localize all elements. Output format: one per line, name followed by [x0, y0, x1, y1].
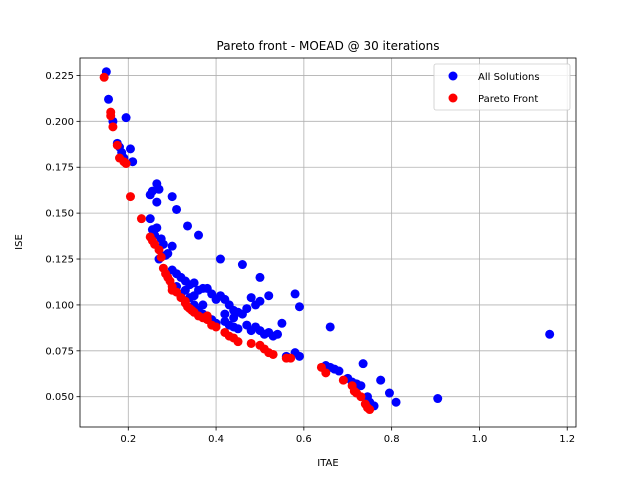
data-point: [255, 296, 265, 306]
y-tick-label: 0.150: [45, 209, 74, 220]
data-point: [106, 111, 116, 121]
data-point: [172, 204, 182, 214]
data-point: [242, 304, 252, 314]
data-point: [338, 375, 348, 385]
data-point: [121, 159, 131, 169]
chart-title: Pareto front - MOEAD @ 30 iterations: [217, 39, 440, 53]
data-point: [268, 349, 278, 359]
data-point: [237, 260, 247, 270]
legend-label-pareto-front: Pareto Front: [478, 94, 538, 105]
data-point: [198, 300, 208, 310]
data-point: [356, 381, 366, 391]
x-tick-label: 0.8: [384, 434, 400, 445]
x-tick-label: 0.2: [120, 434, 136, 445]
data-point: [145, 214, 155, 224]
data-point: [211, 322, 221, 332]
data-point: [152, 197, 162, 207]
x-tick-label: 0.6: [296, 434, 312, 445]
data-point: [233, 337, 243, 347]
data-point: [233, 324, 243, 334]
data-point: [215, 254, 225, 264]
legend-box: [433, 63, 571, 111]
x-axis-label: ITAE: [317, 458, 338, 469]
y-tick-label: 0.175: [45, 163, 74, 174]
data-point: [321, 368, 331, 378]
data-point: [180, 296, 190, 306]
y-tick-label: 0.050: [45, 392, 74, 403]
y-tick-label: 0.125: [45, 255, 74, 266]
data-point: [246, 338, 256, 348]
data-point: [255, 272, 265, 282]
data-points: [99, 67, 555, 415]
data-point: [154, 184, 164, 194]
data-point: [154, 245, 164, 255]
data-point: [273, 329, 283, 339]
data-point: [104, 94, 114, 104]
data-point: [112, 140, 122, 150]
series-pareto-front: [99, 72, 375, 415]
data-point: [264, 291, 274, 301]
data-point: [136, 214, 146, 224]
data-point: [167, 241, 177, 251]
data-point: [125, 144, 135, 154]
axis-ticks: 0.2 0.4 0.6 0.8 1.0 1.2 0.050 0.075 0.100 0.125 0.…: [45, 71, 575, 445]
series-all-solutions: [101, 67, 555, 411]
y-tick-label: 0.225: [45, 71, 74, 82]
data-point: [325, 322, 335, 332]
legend-label-all-solutions: All Solutions: [478, 72, 540, 83]
data-point: [334, 366, 344, 376]
data-point: [189, 278, 199, 288]
data-point: [189, 291, 199, 301]
plot-frame: [79, 57, 577, 428]
y-axis-label: ISE: [14, 234, 25, 250]
data-point: [433, 394, 443, 404]
data-point: [183, 221, 193, 231]
data-point: [167, 285, 177, 295]
legend-marker-all-solutions: [448, 71, 458, 81]
y-tick-label: 0.100: [45, 300, 74, 311]
grid: [80, 58, 576, 427]
data-point: [180, 285, 190, 295]
data-point: [358, 359, 368, 369]
data-point: [286, 353, 296, 363]
data-point: [167, 192, 177, 202]
data-point: [290, 289, 300, 299]
data-point: [229, 313, 239, 323]
data-point: [384, 388, 394, 398]
data-point: [246, 293, 256, 303]
data-point: [152, 223, 162, 233]
x-tick-label: 1.0: [471, 434, 487, 445]
legend: All Solutions Pareto Front: [433, 63, 571, 111]
data-point: [202, 311, 212, 321]
data-point: [194, 230, 204, 240]
data-point: [125, 192, 135, 202]
x-tick-label: 0.4: [208, 434, 224, 445]
data-point: [294, 302, 304, 312]
data-point: [356, 392, 366, 402]
data-point: [545, 329, 555, 339]
data-point: [220, 309, 230, 319]
data-point: [121, 113, 131, 123]
y-tick-label: 0.200: [45, 117, 74, 128]
y-tick-label: 0.075: [45, 346, 74, 357]
data-point: [108, 122, 118, 132]
data-point: [277, 318, 287, 328]
data-point: [99, 72, 109, 82]
x-tick-label: 1.2: [559, 434, 575, 445]
data-point: [391, 397, 401, 407]
data-point: [294, 351, 304, 361]
data-point: [376, 375, 386, 385]
data-point: [365, 405, 375, 415]
data-point: [156, 252, 166, 262]
legend-marker-pareto-front: [448, 93, 458, 103]
